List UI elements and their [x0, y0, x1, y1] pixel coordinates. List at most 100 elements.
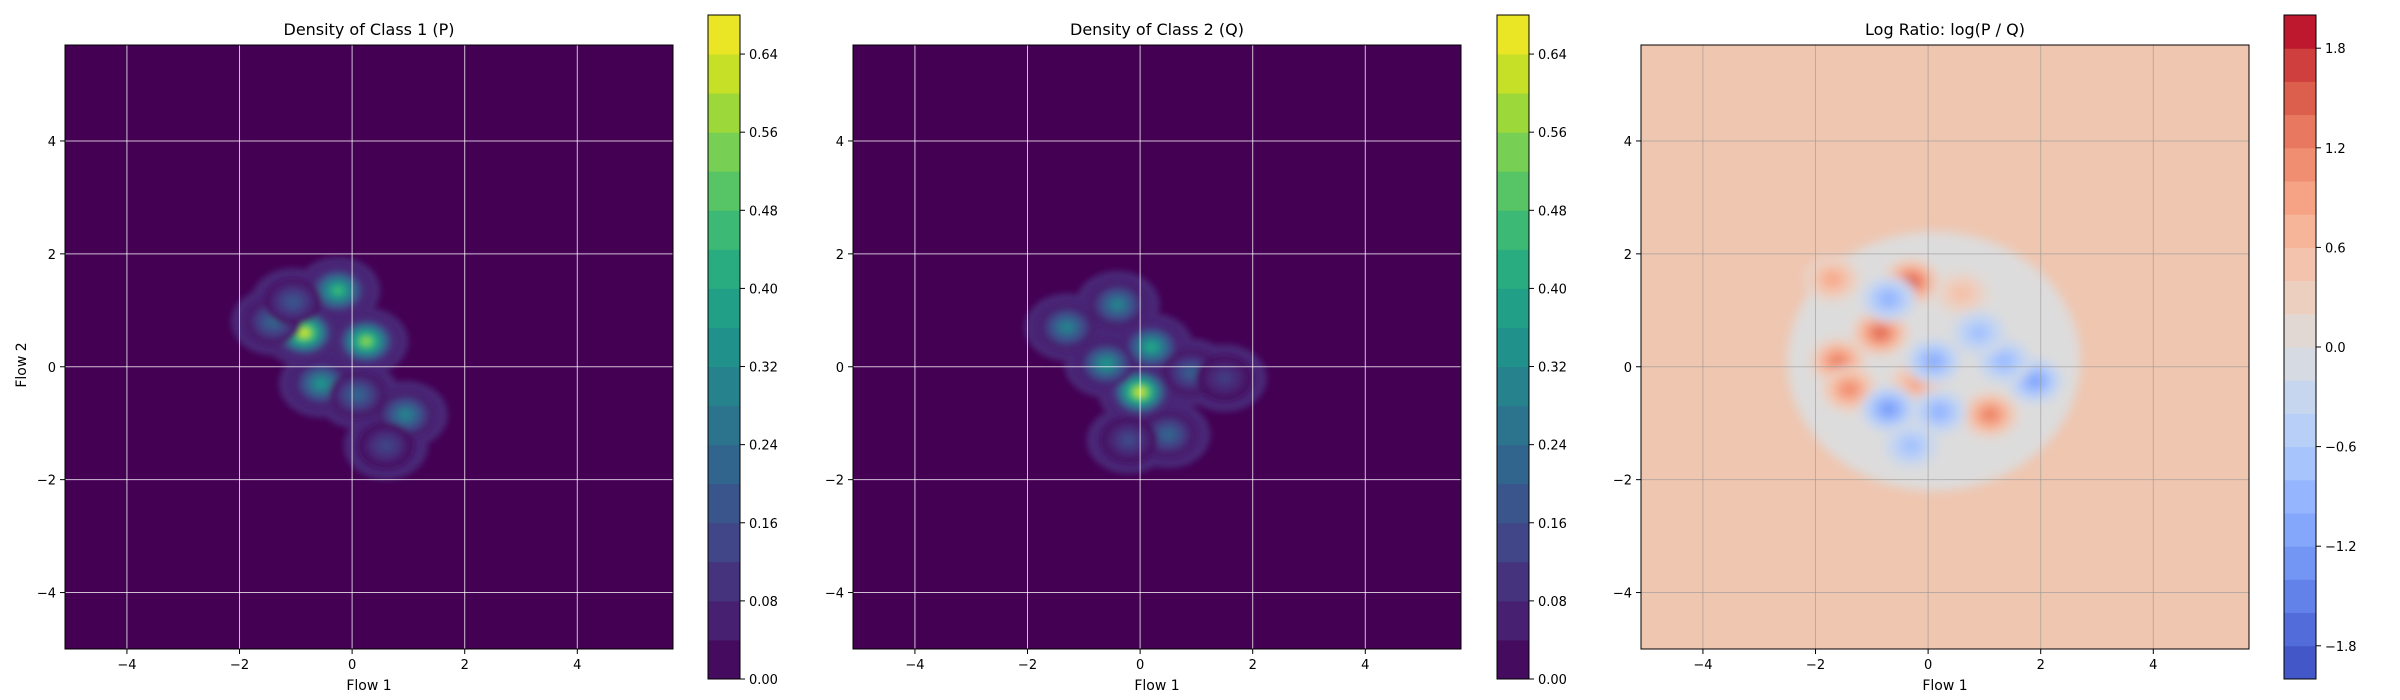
- colorbar-tick-label: 0.40: [1538, 282, 1567, 297]
- grid: [853, 45, 1461, 649]
- colorbar-level: [708, 561, 740, 602]
- x-tick-label: 0: [1136, 658, 1144, 673]
- x-axis-label: Flow 1: [1922, 678, 1967, 694]
- colorbar-level: [708, 288, 740, 328]
- grid: [65, 45, 673, 649]
- colorbar-frame: [707, 14, 741, 680]
- colorbar-tick-label: 0.40: [749, 282, 778, 297]
- density-contour: [1928, 357, 1939, 366]
- colorbar-tick-label: 1.8: [2325, 42, 2346, 57]
- colorbar-tick-label: 0.32: [749, 361, 778, 376]
- colorbar-level: [2284, 546, 2316, 580]
- density-contour: [1911, 379, 1922, 388]
- colorbar-level: [708, 54, 740, 94]
- colorbar-level: [708, 171, 740, 211]
- colorbar-level: [2284, 147, 2316, 182]
- colorbar-level: [1497, 483, 1529, 524]
- colorbar-tick-label: −1.8: [2325, 640, 2357, 655]
- density-contour: [1906, 441, 1917, 450]
- axes-frame: [64, 44, 674, 650]
- colorbar-level: [1497, 600, 1529, 641]
- density-contour: [1844, 385, 1855, 394]
- density-contour: [1956, 289, 1967, 298]
- y-tick-label: 0: [836, 361, 844, 376]
- colorbar-tick-label: −0.6: [2325, 441, 2357, 456]
- colorbar-level: [2284, 48, 2316, 82]
- colorbar-level: [2284, 479, 2316, 514]
- colorbar-level: [708, 210, 740, 250]
- colorbar-level: [2284, 347, 2316, 381]
- colorbar-tick-label: −1.2: [2325, 540, 2357, 555]
- density-contour: [352, 390, 363, 400]
- y-tick-label: 0: [1624, 361, 1632, 376]
- colorbar-tick-label: 0.56: [1538, 126, 1567, 141]
- density-contour: [299, 328, 310, 337]
- colorbar-tick-label: 0.6: [2325, 241, 2346, 256]
- colorbar-level: [708, 522, 740, 563]
- x-tick-label: 4: [1361, 658, 1369, 673]
- colorbar-tick-label: 0.48: [749, 204, 778, 219]
- colorbar-level: [708, 600, 740, 641]
- grid: [1641, 45, 2249, 649]
- colorbar-level: [2284, 413, 2316, 448]
- colorbar-tick-label: 0.16: [1538, 517, 1567, 532]
- density-contour: [1146, 342, 1157, 352]
- colorbar-tick-label: 0.00: [1538, 673, 1567, 688]
- x-tick-label: 2: [1249, 658, 1257, 673]
- x-tick-label: 0: [348, 658, 356, 673]
- colorbar-tick-label: 0.0: [2325, 341, 2346, 356]
- density-contour: [1973, 328, 1984, 337]
- density-field: [1787, 231, 2081, 491]
- density-contour: [1101, 359, 1112, 368]
- colorbar-level: [2284, 612, 2316, 647]
- colorbar: −1.8 −1.2 −0.6 0.0 0.6 1.2 1.8: [2283, 14, 2357, 680]
- density-contour: [1827, 275, 1838, 284]
- density-contour: [1163, 430, 1174, 439]
- colorbar-level: [2284, 645, 2316, 680]
- density-contour: [333, 286, 343, 295]
- density-contour: [316, 379, 327, 388]
- colorbar-level: [1497, 327, 1529, 368]
- density-contour: [1934, 407, 1945, 416]
- colorbar: 0.00 0.08 0.16 0.24 0.32 0.40 0.48 0.56 0.64: [707, 14, 778, 688]
- density-contour: [1123, 436, 1134, 445]
- x-tick-label: −2: [1806, 658, 1825, 673]
- colorbar-level: [2284, 214, 2316, 248]
- y-tick-label: −4: [37, 587, 56, 602]
- colorbar-level: [1497, 522, 1529, 563]
- y-tick-label: 2: [836, 248, 844, 263]
- colorbar-level: [1497, 249, 1529, 289]
- x-axis-label: Flow 1: [346, 678, 391, 694]
- density-contour: [288, 297, 298, 306]
- colorbar: 0.00 0.08 0.16 0.24 0.32 0.40 0.48 0.56 0.64: [1496, 14, 1567, 688]
- colorbar-level: [708, 444, 740, 485]
- colorbar-level: [1497, 444, 1529, 485]
- x-tick-label: 2: [461, 658, 469, 673]
- density-contour: [1883, 294, 1894, 304]
- colorbar-tick-label: 0.08: [749, 595, 778, 610]
- colorbar-tick-label: 0.24: [1538, 439, 1567, 454]
- colorbar-level: [1497, 639, 1529, 680]
- colorbar-level: [1497, 171, 1529, 211]
- x-tick-label: 2: [2037, 658, 2045, 673]
- colorbar-tick-label: 0.64: [749, 48, 778, 63]
- y-tick-label: 2: [1624, 248, 1632, 263]
- density-contour: [1219, 373, 1230, 383]
- chart-title: Density of Class 1 (P): [284, 20, 455, 39]
- x-tick-label: −4: [117, 658, 136, 673]
- x-tick-label: −2: [230, 658, 249, 673]
- y-tick-label: 4: [836, 135, 844, 150]
- y-tick-label: −4: [1613, 587, 1632, 602]
- density-contour: [380, 441, 391, 450]
- colorbar-level: [2284, 247, 2316, 282]
- colorbar-level: [1497, 54, 1529, 94]
- colorbar-level: [708, 483, 740, 524]
- colorbar-level: [2284, 313, 2316, 348]
- y-tick-label: 4: [48, 135, 56, 150]
- colorbar-level: [1497, 405, 1529, 446]
- x-axis-label: Flow 1: [1134, 678, 1179, 694]
- colorbar-tick-label: 0.08: [1538, 595, 1567, 610]
- colorbar-level: [1497, 366, 1529, 407]
- colorbar-tick-label: 0.32: [1538, 361, 1567, 376]
- colorbar-level: [1497, 15, 1529, 55]
